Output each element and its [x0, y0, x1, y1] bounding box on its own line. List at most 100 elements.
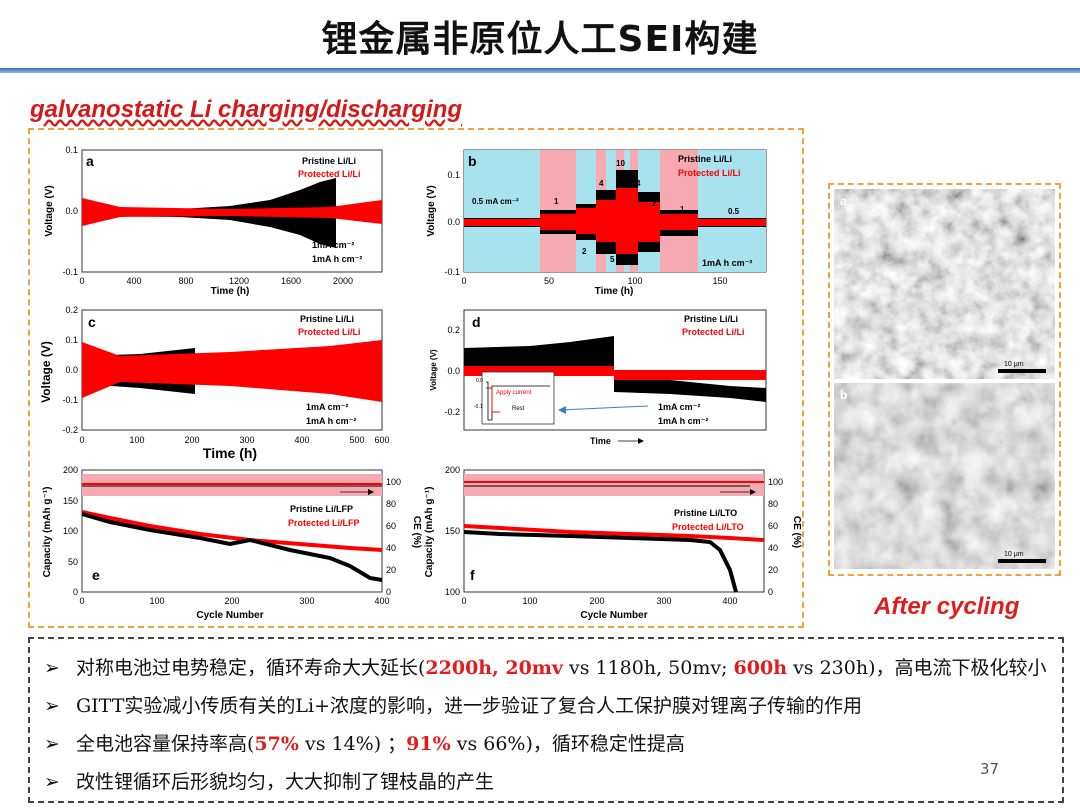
- panel-a-condition-1: 1mA cm⁻²: [312, 240, 354, 250]
- panel-a-xtick-3: 1200: [229, 276, 249, 286]
- panel-b: b Pristine Li/Li Protected Li/Li 0.5 mA …: [426, 149, 767, 297]
- panel-c-legend-protected: Protected Li/Li: [298, 327, 361, 337]
- panel-e-legend-protected: Protected Li/LFP: [288, 518, 360, 528]
- panel-e-y2tick-0: 100: [386, 477, 401, 487]
- panel-e: e Pristine Li/LFP Protected Li/LFP 200 1…: [42, 465, 422, 621]
- panel-b-rate-4: 5: [610, 255, 615, 264]
- panel-f-xtick-1: 100: [522, 596, 537, 606]
- panel-b-xtick-1: 50: [544, 276, 554, 286]
- panel-b-ytick-1: 0.0: [447, 217, 460, 227]
- panel-f-y2tick-3: 40: [768, 543, 778, 553]
- panel-f-xtick-2: 200: [589, 596, 604, 606]
- bullet-arrow-icon: ➢: [44, 657, 60, 679]
- panel-a-legend-pristine: Pristine Li/Li: [302, 156, 356, 166]
- panel-b-label: b: [468, 153, 477, 169]
- panel-e-xtick-0: 0: [79, 596, 84, 606]
- panel-c-ytick-3: -0.1: [62, 395, 78, 405]
- panel-c: c Pristine Li/Li Protected Li/Li 1mA cm⁻…: [39, 305, 390, 461]
- panel-f-y2tick-0: 100: [768, 477, 783, 487]
- bullet-3-highlight-2: 91%: [406, 733, 451, 755]
- panel-e-ytick-0: 200: [63, 465, 78, 475]
- panel-b-xlabel: Time (h): [595, 286, 634, 297]
- panel-e-ytick-3: 50: [68, 557, 78, 567]
- panel-a-xtick-5: 2000: [333, 276, 353, 286]
- panel-d-protected-trace: [464, 366, 766, 380]
- panel-a-ylabel: Voltage (V): [44, 185, 55, 236]
- panel-e-ytick-1: 150: [63, 496, 78, 506]
- panel-c-condition-1: 1mA cm⁻²: [306, 402, 348, 412]
- bullet-arrow-icon: ➢: [44, 771, 60, 793]
- panel-e-ytick-4: 0: [73, 587, 78, 597]
- panel-d-ytick-1: 0.0: [447, 366, 460, 376]
- electrochemistry-figure: a Pristine Li/Li Protected Li/Li 1mA cm⁻…: [39, 145, 802, 621]
- bullet-4-text: 改性锂循环后形貌均匀，大大抑制了锂枝晶的产生: [76, 771, 495, 793]
- panel-f-legend-protected: Protected Li/LTO: [672, 522, 744, 532]
- panel-a-xlabel: Time (h): [211, 286, 250, 297]
- panel-a-ytick-0: 0.1: [65, 145, 78, 155]
- sem-a-label: a: [840, 194, 847, 208]
- panel-e-xtick-3: 300: [299, 596, 314, 606]
- panel-e-y2tick-3: 40: [386, 543, 396, 553]
- sem-b-label: b: [840, 388, 847, 402]
- panel-e-xtick-4: 400: [374, 596, 389, 606]
- page-number: 37: [980, 760, 1000, 778]
- panel-d-ytick-0: 0.2: [447, 325, 460, 335]
- panel-a-xtick-0: 0: [79, 276, 84, 286]
- figure-panels-frame: a Pristine Li/Li Protected Li/Li 1mA cm⁻…: [28, 128, 804, 628]
- panel-f-protected-trace: [463, 524, 765, 542]
- panel-c-xtick-0: 0: [79, 435, 84, 445]
- panel-f-label: f: [470, 567, 475, 583]
- bullet-3-text-2: vs 14%) ；: [298, 733, 407, 755]
- summary-bullets-box: ➢ 对称电池过电势稳定，循环寿命大大延长(2200h, 20mv vs 1180h…: [28, 637, 1064, 803]
- after-cycling-caption: After cycling: [874, 593, 1020, 620]
- panel-f-legend-pristine: Pristine Li/LTO: [674, 508, 737, 518]
- panel-c-xtick-3: 300: [239, 435, 254, 445]
- panel-e-xtick-1: 100: [149, 596, 164, 606]
- panel-b-ylabel: Voltage (V): [426, 185, 437, 236]
- panel-f-y2tick-5: 0: [768, 587, 773, 597]
- bullet-arrow-icon: ➢: [44, 695, 60, 717]
- panel-e-ytick-2: 100: [63, 526, 78, 536]
- bullet-2-text: GITT实验减小传质有关的Li+浓度的影响，进一步验证了复合人工保护膜对锂离子传…: [76, 695, 862, 717]
- panel-a-protected-trace: [82, 198, 382, 226]
- panel-b-ytick-2: -0.1: [444, 267, 460, 277]
- panel-c-xtick-5: 500: [349, 435, 364, 445]
- panel-f-y2tick-2: 60: [768, 521, 778, 531]
- panel-d-inset-rest: Rest: [512, 406, 525, 412]
- panel-e-ylabel: Capacity (mAh g⁻¹): [42, 487, 53, 578]
- panel-e-xtick-2: 200: [224, 596, 239, 606]
- bullet-1: ➢ 对称电池过电势稳定，循环寿命大大延长(2200h, 20mv vs 1180h…: [44, 653, 1047, 680]
- bullet-1-text-3: vs 230h)，高电流下极化较小: [787, 657, 1047, 679]
- panel-a-xtick-2: 800: [178, 276, 193, 286]
- panel-f-xtick-0: 0: [461, 596, 466, 606]
- sem-images-frame: a 10 μm b 10 μm: [828, 183, 1061, 576]
- panel-d-legend-protected: Protected Li/Li: [682, 327, 745, 337]
- panel-d-ylabel: Voltage (V): [429, 349, 438, 391]
- panel-d-condition-1: 1mA cm⁻²: [658, 402, 700, 412]
- panel-c-xtick-6: 600: [374, 435, 389, 445]
- panel-c-ylabel: Voltage (V): [39, 341, 53, 403]
- panel-a-xtick-1: 400: [126, 276, 141, 286]
- panel-a-label: a: [86, 153, 94, 169]
- panel-b-protected-trace: [464, 188, 766, 254]
- panel-a-condition-2: 1mA h cm⁻²: [312, 254, 362, 264]
- panel-e-y2tick-4: 20: [386, 565, 396, 575]
- panel-a-ytick-2: -0.1: [62, 267, 78, 277]
- panel-e-label: e: [92, 567, 100, 583]
- title-underline-bar: [0, 68, 1080, 73]
- panel-f-ytick-0: 200: [445, 465, 460, 475]
- panel-c-ytick-1: 0.1: [65, 335, 78, 345]
- panel-c-xtick-2: 200: [184, 435, 199, 445]
- panel-b-rate-6: 5: [626, 179, 631, 188]
- panel-b-ytick-0: 0.1: [447, 170, 460, 180]
- panel-a-ytick-1: 0.0: [65, 206, 78, 216]
- panel-b-rate-2: 2: [582, 247, 587, 256]
- panel-d: Apply current Rest 0.0 -0.1 d Pristine L…: [429, 309, 767, 446]
- section-subtitle: galvanostatic Li charging/discharging: [30, 96, 463, 123]
- panel-b-rate-8: 2: [652, 199, 657, 208]
- bullet-1-highlight-1: 2200h, 20mv: [425, 657, 563, 679]
- panel-c-ytick-0: 0.2: [65, 305, 78, 315]
- panel-f-ytick-1: 150: [445, 526, 460, 536]
- panel-e-y2tick-2: 60: [386, 521, 396, 531]
- panel-b-rate-1: 1: [554, 197, 559, 206]
